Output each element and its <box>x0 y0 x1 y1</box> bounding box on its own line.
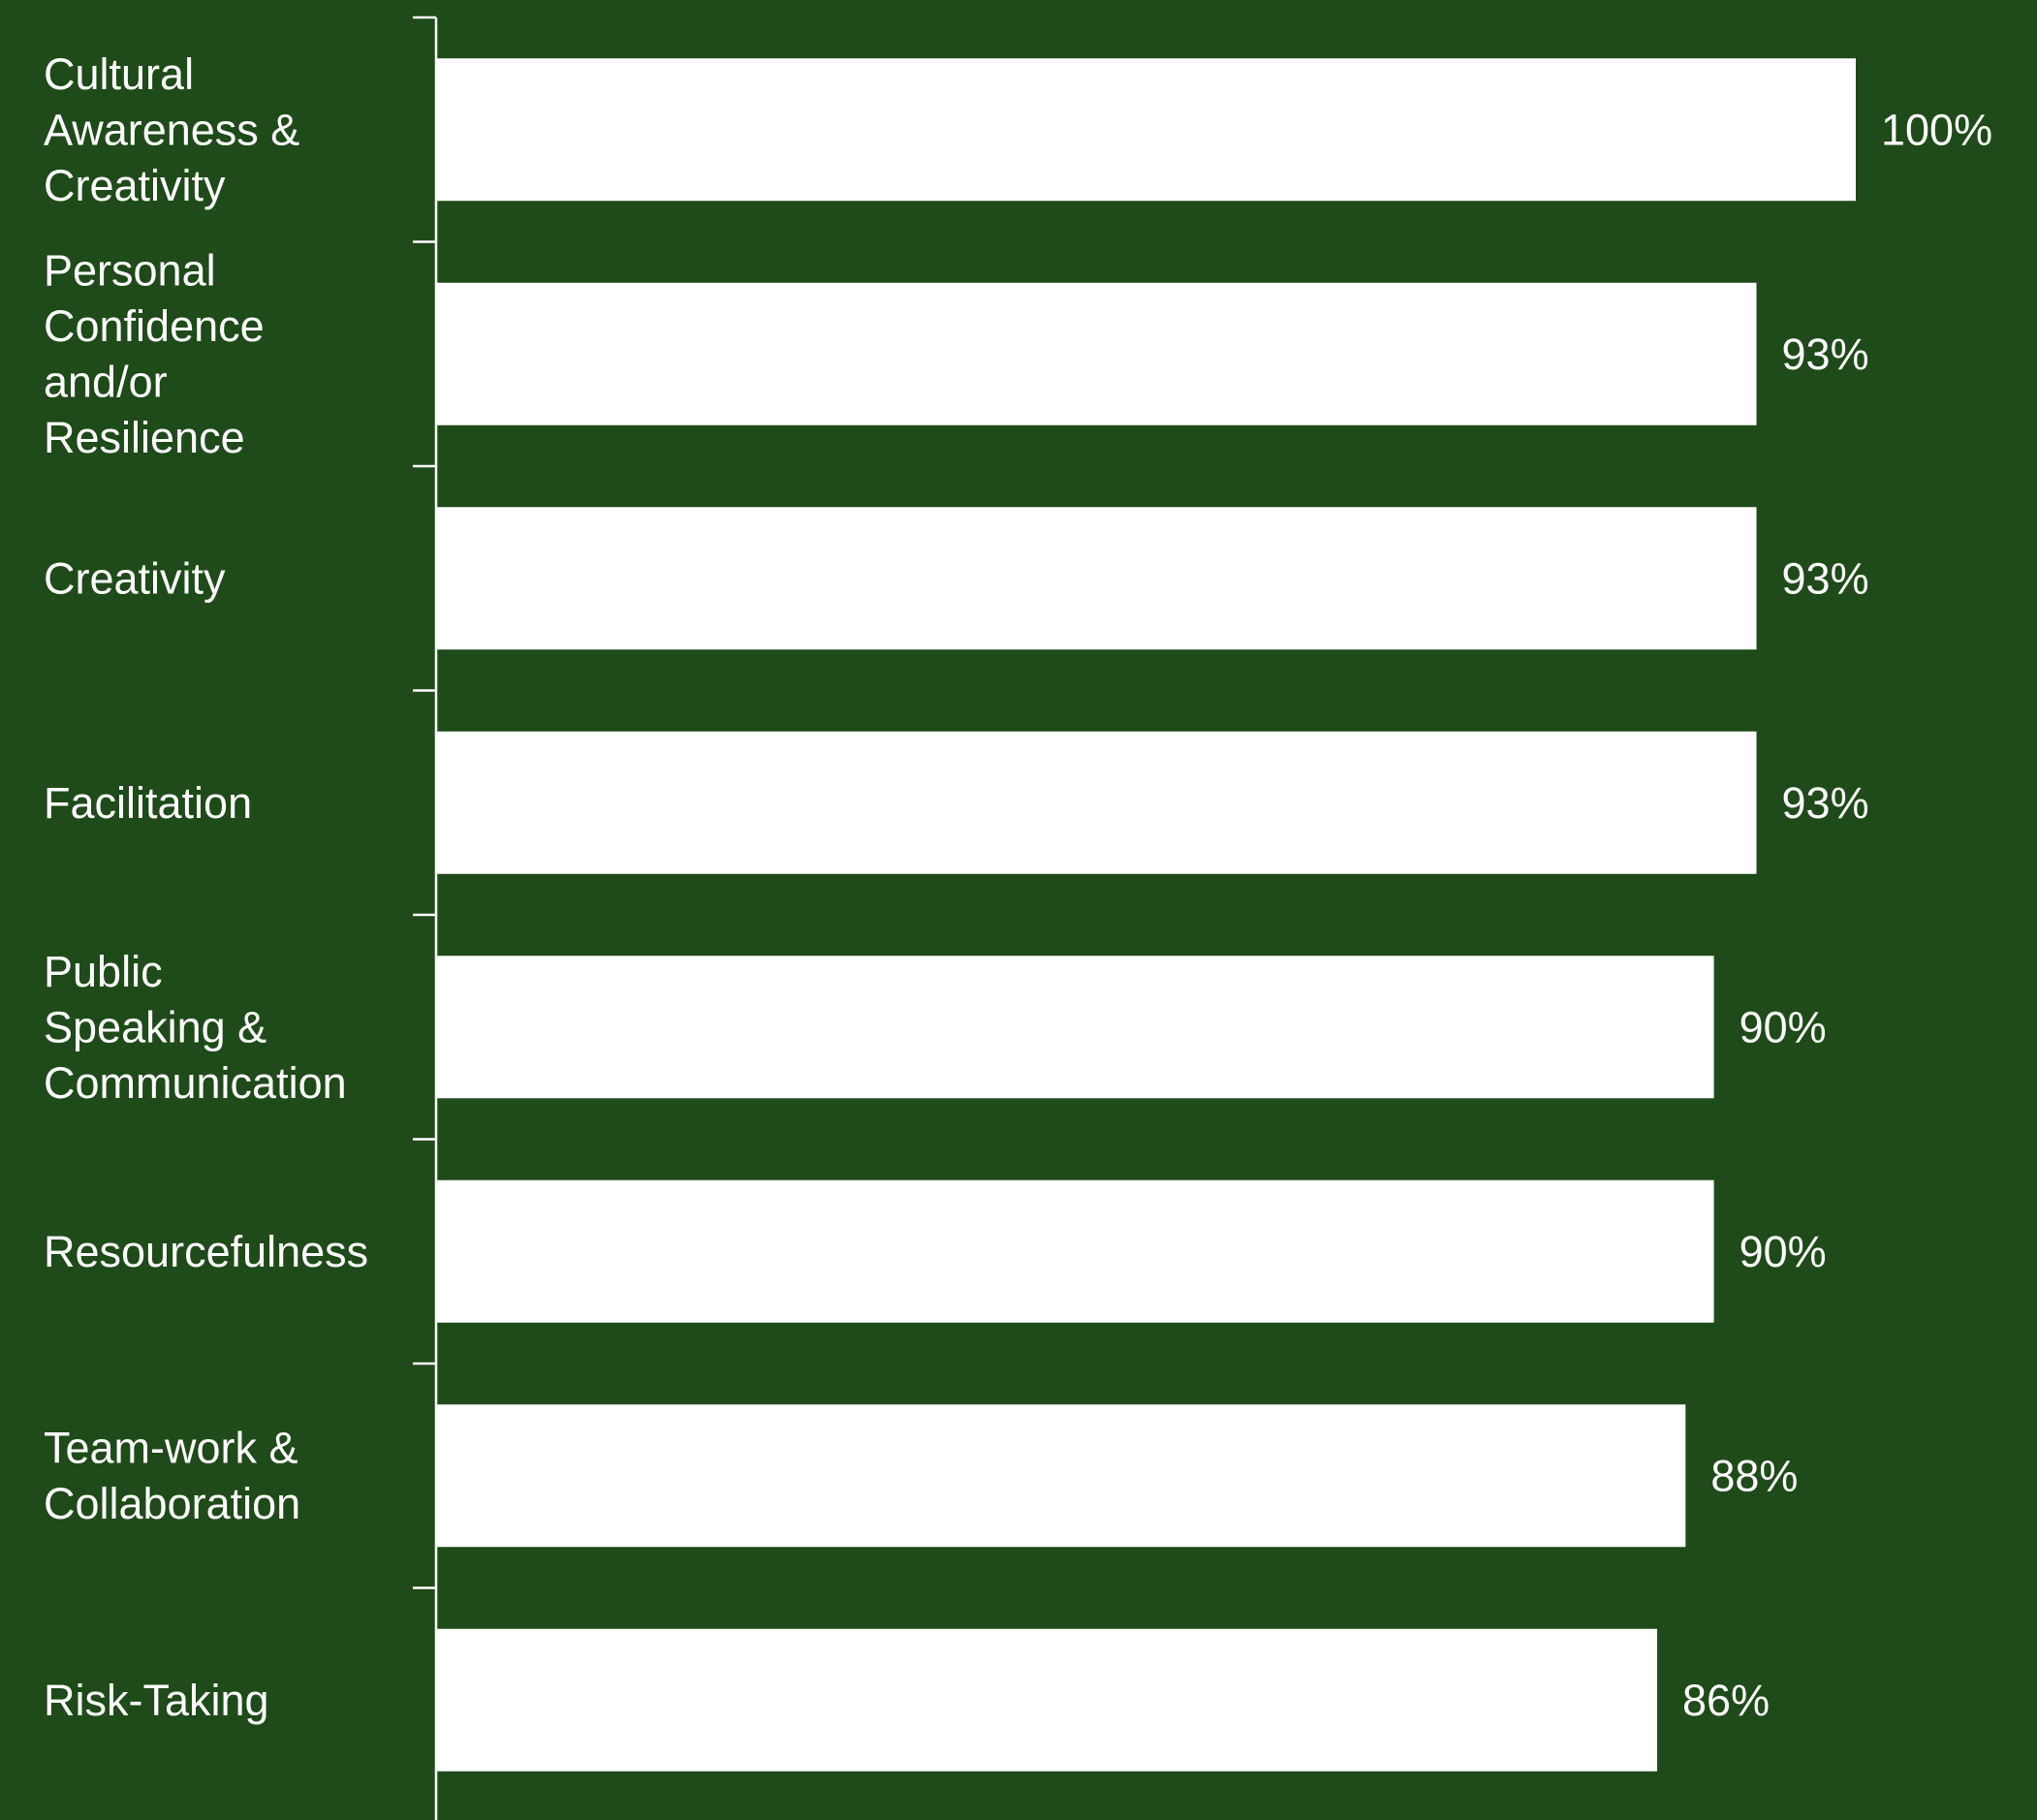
category-label-line: Risk-Taking <box>44 1676 269 1725</box>
bar-value-label: 93% <box>1782 329 1869 379</box>
bar <box>437 507 1757 650</box>
bar-value-label: 90% <box>1739 1227 1827 1276</box>
category-label-line: Creativity <box>44 161 226 210</box>
bar <box>437 1404 1686 1548</box>
bar <box>437 956 1714 1099</box>
category-label-line: Communication <box>44 1058 347 1108</box>
bar <box>437 1628 1658 1772</box>
category-label-line: Public <box>44 947 163 996</box>
bar-value-label: 100% <box>1881 105 1992 154</box>
category-label: Cultural Awareness & Creativity <box>44 49 299 210</box>
category-label: Public Speaking & Communication <box>44 947 347 1108</box>
bar <box>437 1179 1714 1323</box>
category-label: Facilitation <box>44 778 252 828</box>
bar-value-label: 86% <box>1682 1676 1770 1725</box>
category-label: Personal Confidence and/or Resilience <box>44 246 265 463</box>
category-labels: Cultural Awareness & Creativity Personal Con… <box>44 49 368 1725</box>
bar-value-label: 93% <box>1782 778 1869 828</box>
category-label: Resourcefulness <box>44 1227 368 1276</box>
bar-value-label: 93% <box>1782 553 1869 603</box>
category-label: Risk-Taking <box>44 1676 269 1725</box>
category-label-line: Resourcefulness <box>44 1227 368 1276</box>
category-label-line: Resilience <box>44 413 245 462</box>
category-label: Creativity <box>44 553 226 603</box>
category-label-line: Personal <box>44 246 216 296</box>
bar <box>437 58 1856 202</box>
category-label-line: Team-work & <box>44 1424 298 1473</box>
category-label-line: Creativity <box>44 553 226 603</box>
category-label-line: and/or <box>44 358 168 407</box>
bars <box>437 58 1856 1772</box>
category-label-line: Speaking & <box>44 1002 266 1051</box>
category-label-line: Facilitation <box>44 778 252 828</box>
category-label: Team-work & Collaboration <box>44 1424 300 1529</box>
category-label-line: Confidence <box>44 301 265 351</box>
bar-value-label: 90% <box>1739 1002 1827 1051</box>
bar-value-label: 88% <box>1710 1451 1798 1500</box>
category-label-line: Awareness & <box>44 105 299 154</box>
bar <box>437 282 1757 425</box>
value-labels: 100% 93% 93% 93% 90% 90% 88% 86% <box>1682 105 1992 1725</box>
category-label-line: Collaboration <box>44 1479 300 1528</box>
bar <box>437 731 1757 874</box>
category-axis <box>413 16 438 1820</box>
category-label-line: Cultural <box>44 49 194 99</box>
